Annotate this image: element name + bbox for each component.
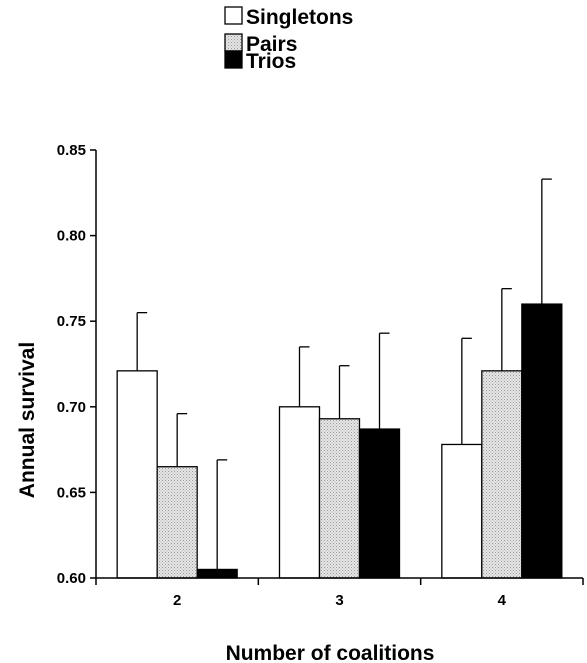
y-tick-label: 0.60 xyxy=(57,570,86,587)
x-tick-label-4: 4 xyxy=(498,592,507,609)
bar-singletons-2 xyxy=(116,370,158,579)
legend-item-singletons: Singletons xyxy=(224,6,353,29)
legend: Singletons Pairs Trios xyxy=(224,6,353,73)
y-tick-label: 0.85 xyxy=(57,142,86,159)
bar-pairs-3 xyxy=(318,418,361,579)
legend-label-trios: Trios xyxy=(246,50,296,73)
legend-item-trios: Trios xyxy=(224,50,296,73)
bar-singletons-3 xyxy=(278,406,321,579)
y-tick-label: 0.80 xyxy=(57,228,86,245)
legend-swatch-trios xyxy=(224,50,243,69)
plot-area: 0.60 0.65 0.70 0.75 0.80 0.85 2 3 4 xyxy=(57,142,584,609)
y-tick-label: 0.70 xyxy=(57,399,86,416)
bar-trios-3 xyxy=(358,428,401,579)
bar-singletons-4 xyxy=(441,443,483,579)
legend-item-pairs: Pairs xyxy=(224,33,297,56)
bar-pairs-4 xyxy=(481,370,523,579)
y-tick-label: 0.75 xyxy=(57,313,86,330)
bar-trios-4 xyxy=(521,303,563,579)
legend-swatch-singletons xyxy=(224,6,243,25)
legend-swatch-pairs xyxy=(224,33,243,52)
legend-label-pairs: Pairs xyxy=(246,33,297,56)
bar-trios-2 xyxy=(196,568,238,579)
y-axis-label: Annual survival xyxy=(16,342,39,498)
y-tick-label: 0.65 xyxy=(57,484,86,501)
x-axis-label: Number of coalitions xyxy=(226,642,435,663)
legend-label-singletons: Singletons xyxy=(246,6,353,29)
x-tick-label-2: 2 xyxy=(173,592,181,609)
bar-pairs-2 xyxy=(156,466,198,579)
x-tick-label-3: 3 xyxy=(335,592,343,609)
